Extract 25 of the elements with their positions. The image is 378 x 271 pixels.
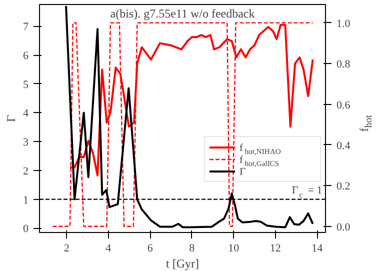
x-tick-label: 6 (147, 242, 154, 254)
y-tick-label: 6 (23, 50, 29, 62)
legend-label: Γ (240, 167, 246, 178)
y-tick-label: 1 (23, 194, 28, 206)
y-tick-label: 4 (23, 108, 29, 120)
y-tick-label: 3 (23, 136, 29, 149)
x-tick-label: 12 (270, 242, 281, 254)
y2-tick-label: 0.4 (336, 140, 351, 152)
y-axis-title: Γ (4, 114, 18, 122)
x-tick-label: 10 (228, 242, 240, 254)
y-tick-label: 2 (23, 165, 28, 178)
y-tick-label: 7 (23, 21, 29, 34)
y-tick-label: 0 (23, 223, 29, 236)
y2-tick-label: 0.0 (336, 221, 351, 234)
y-tick-label: 5 (23, 78, 29, 91)
y2-tick-label: 1.0 (336, 18, 351, 30)
chart-title: a(bis). g7.55e11 w/o feedback (110, 6, 255, 20)
x-tick-label: 8 (189, 242, 196, 254)
y2-tick-label: 0.2 (336, 180, 350, 193)
x-axis-title: t [Gyr] (166, 256, 200, 270)
x-tick-label: 4 (106, 242, 112, 254)
y2-tick-label: 0.6 (336, 99, 351, 112)
x-tick-label: 14 (312, 242, 324, 254)
y2-tick-label: 0.8 (336, 58, 351, 71)
x-tick-label: 2 (64, 242, 70, 254)
